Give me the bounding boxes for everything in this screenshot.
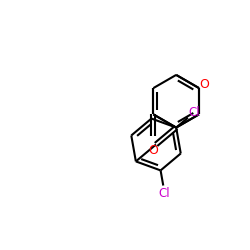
Text: Cl: Cl [188, 106, 200, 119]
Text: Cl: Cl [159, 187, 170, 200]
Text: O: O [200, 78, 209, 91]
Text: O: O [148, 144, 158, 157]
